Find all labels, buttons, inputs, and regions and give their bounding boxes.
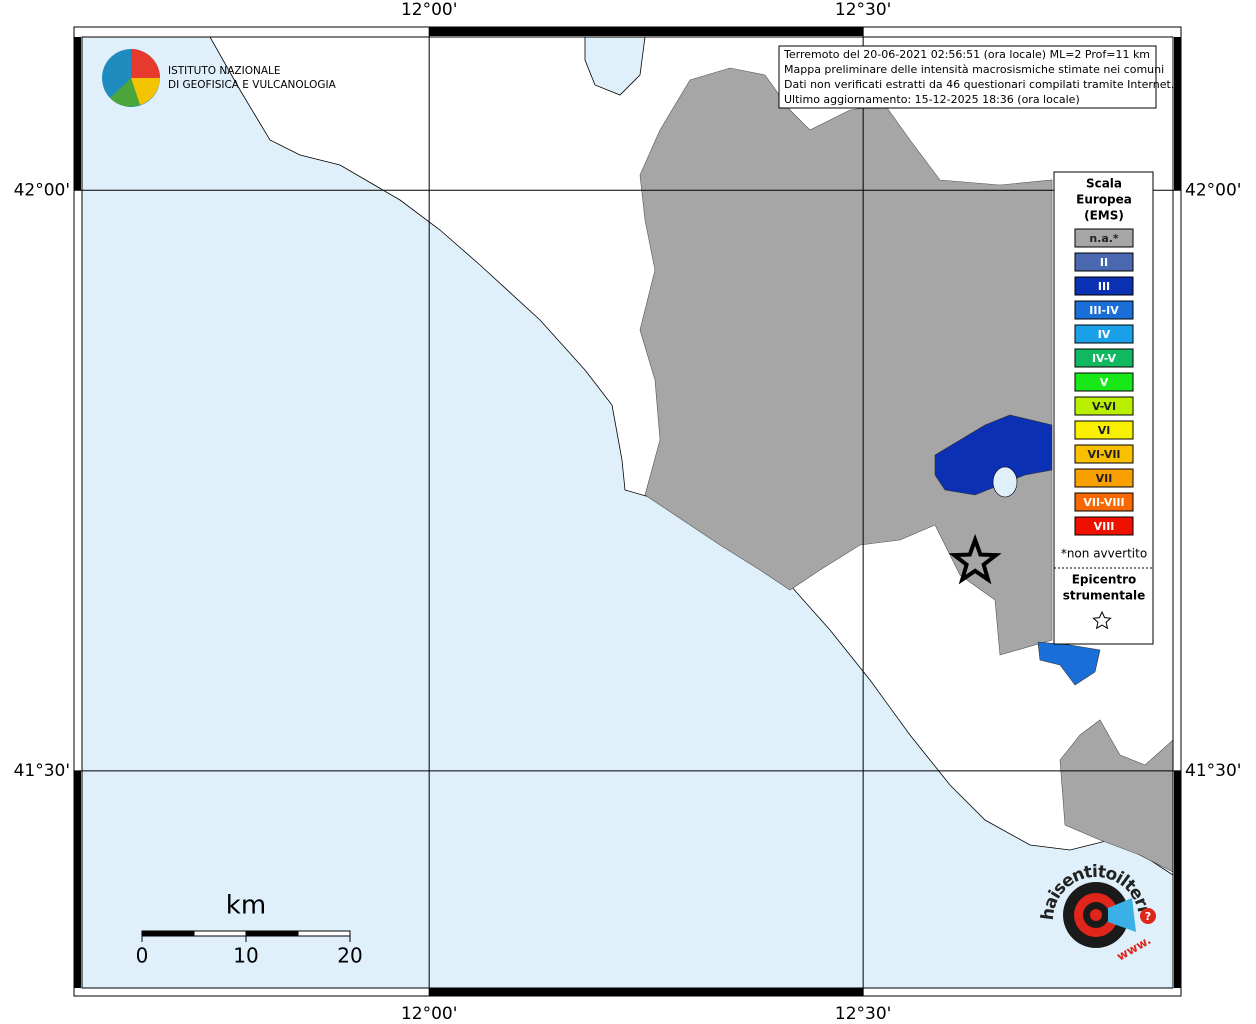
legend-note: *non avvertito — [1061, 547, 1147, 561]
frame-bar — [1174, 37, 1181, 191]
info-box: Terremoto del 20-06-2021 02:56:51 (ora l… — [778, 45, 1174, 109]
legend-label: IV — [1098, 328, 1111, 341]
scale-label: 0 — [136, 944, 149, 968]
legend-label: VII-VIII — [1083, 496, 1124, 509]
scale-label: 20 — [337, 944, 362, 968]
legend-label: II — [1100, 256, 1108, 269]
legend-swatch — [1074, 444, 1134, 464]
epicenter-layer — [948, 533, 1002, 585]
scale-segment — [193, 930, 247, 937]
ingv-logo: ISTITUTO NAZIONALE DI GEOFISICA E VULCAN… — [102, 49, 337, 107]
legend-swatch — [1074, 300, 1134, 320]
legend-label: VIII — [1094, 520, 1115, 533]
badge-speaker — [1108, 898, 1136, 932]
legend-swatch — [1074, 420, 1134, 440]
unrated-area — [1059, 719, 1173, 873]
frame-bar — [429, 988, 864, 996]
scale-bar: km 0 10 20 — [136, 891, 363, 968]
legend-label: n.a.* — [1089, 232, 1119, 245]
institute-line: DI GEOFISICA E VULCANOLOGIA — [168, 79, 337, 91]
legend-epicenter-title: strumentale — [1063, 589, 1146, 603]
scale-segment — [245, 930, 299, 937]
lon-label: 12°00' — [401, 0, 457, 20]
graticule: 12°00' 12°00' 12°30' 12°30' 42°00' 42°00' 41°3… — [14, 0, 1242, 1024]
legend-swatch — [1074, 348, 1134, 368]
legend-swatch — [1074, 468, 1134, 488]
scale-label: 10 — [233, 944, 258, 968]
scale-segment — [297, 930, 351, 937]
institute-line: ISTITUTO NAZIONALE — [168, 65, 281, 77]
frame-bar — [74, 37, 81, 191]
lake — [584, 37, 646, 96]
legend-swatch — [1074, 516, 1134, 536]
legend-epicenter-title: Epicentro — [1072, 573, 1137, 587]
logo-segment — [131, 78, 160, 105]
lat-label: 41°30' — [1185, 761, 1241, 781]
frame — [73, 26, 1182, 997]
info-frame — [778, 45, 1157, 109]
lon-label: 12°00' — [401, 1004, 457, 1024]
unrated-area — [639, 67, 1053, 656]
lon-label: 12°30' — [835, 1004, 891, 1024]
info-line: Terremoto del 20-06-2021 02:56:51 (ora l… — [783, 48, 1150, 61]
lon-label: 12°30' — [835, 0, 891, 20]
map-area — [82, 37, 1173, 988]
legend-title: (EMS) — [1084, 209, 1124, 223]
legend-label: III-IV — [1089, 304, 1119, 317]
legend-swatch — [1074, 372, 1134, 392]
legend-label: VII — [1096, 472, 1113, 485]
legend-label: V-VI — [1092, 400, 1116, 413]
lat-label: 41°30' — [14, 761, 70, 781]
lat-label: 42°00' — [1185, 180, 1241, 200]
legend-title: Scala — [1086, 177, 1122, 191]
legend-swatch — [1074, 324, 1134, 344]
intensity-iv-area — [1037, 641, 1101, 686]
legend-label: VI-VII — [1087, 448, 1120, 461]
legend: ScalaEuropea(EMS)n.a.*IIIIIIII-IVIVIV-VV… — [1053, 171, 1154, 645]
logo-segment — [110, 78, 140, 107]
legend-swatch — [1074, 396, 1134, 416]
frame-bar — [429, 27, 864, 36]
legend-label: VI — [1098, 424, 1111, 437]
legend-label: V — [1100, 376, 1109, 389]
info-line: Dati non verificati estratti da 46 quest… — [784, 78, 1174, 91]
legend-title: Europea — [1076, 193, 1132, 207]
intensity-iii-area — [934, 414, 1053, 496]
info-line: Ultimo aggiornamento: 15-12-2025 18:36 (… — [784, 93, 1080, 106]
badge-ring — [1090, 909, 1102, 921]
lat-label: 42°00' — [14, 180, 70, 200]
frame-bar — [1174, 770, 1181, 988]
legend-swatch — [1074, 252, 1134, 272]
info-line: Mappa preliminare delle intensità macros… — [784, 63, 1164, 76]
legend-epicenter-symbol — [1092, 610, 1112, 630]
badge-mark-bg — [1140, 908, 1156, 924]
legend-label: III — [1098, 280, 1110, 293]
legend-swatch — [1074, 228, 1134, 248]
scale-segment — [141, 930, 195, 937]
lake — [992, 466, 1018, 498]
legend-swatch — [1074, 492, 1134, 512]
logo-segment — [131, 49, 160, 78]
legend-label: IV-V — [1092, 352, 1117, 365]
scale-unit: km — [226, 891, 266, 921]
epicenter — [948, 533, 1002, 585]
badge-mark: ? — [1145, 910, 1151, 923]
legend-swatch — [1074, 276, 1134, 296]
frame-bar — [74, 770, 81, 988]
